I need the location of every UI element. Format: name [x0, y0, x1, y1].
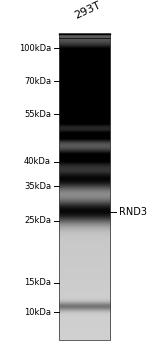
Text: 25kDa: 25kDa	[24, 216, 51, 225]
Text: 15kDa: 15kDa	[24, 278, 51, 287]
Text: 10kDa: 10kDa	[24, 308, 51, 317]
Text: 40kDa: 40kDa	[24, 157, 51, 166]
Text: 293T: 293T	[72, 0, 102, 21]
Text: 35kDa: 35kDa	[24, 182, 51, 191]
Text: RND3: RND3	[119, 207, 147, 217]
Text: 70kDa: 70kDa	[24, 77, 51, 86]
Text: 55kDa: 55kDa	[24, 110, 51, 119]
Bar	[59, 34, 110, 340]
Text: 100kDa: 100kDa	[19, 44, 51, 53]
